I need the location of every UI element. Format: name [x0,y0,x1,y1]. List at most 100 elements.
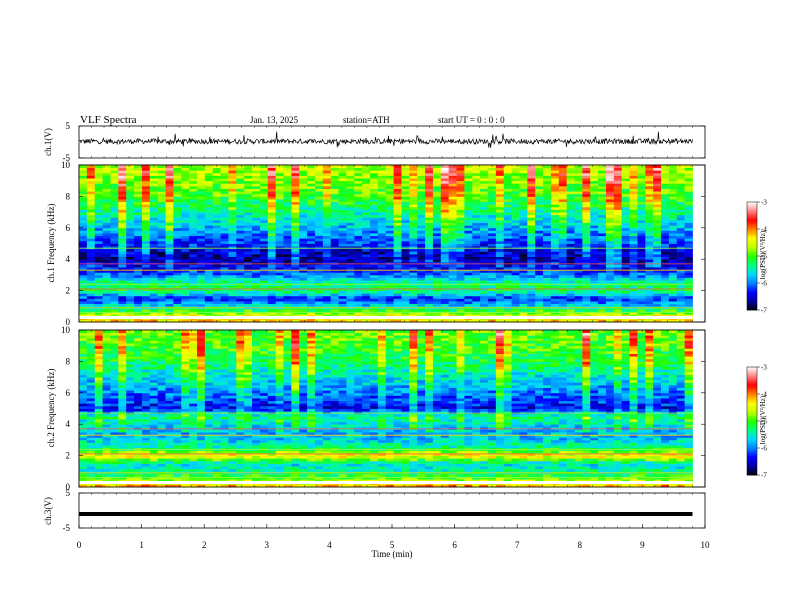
ch1-spectrogram-cell [220,269,229,273]
ch1-spectrogram-cell [196,251,206,255]
ch1-spectrogram-cell [527,308,536,312]
ch1-spectrogram-cell [346,240,355,244]
ch1-spectrogram-cell [645,172,654,176]
ch1-spectrogram-cell [236,319,245,323]
ch1-spectrogram-cell [165,172,174,176]
ch1-spectrogram-cell [385,303,395,307]
ch1-spectrogram-cell [220,285,229,289]
ch1-colorbar-tick-label: -5 [761,253,767,261]
ch1-spectrogram-cell [110,204,119,208]
ch1-spectrogram-cell [629,287,638,291]
ch1-spectrogram-cell [503,225,512,229]
ch1-spectrogram-cell [354,272,363,276]
ch1-spectrogram-cell [134,240,143,244]
ch1-spectrogram-cell [417,172,426,176]
ch1-spectrogram-cell [338,196,347,200]
ch1-spectrogram-cell [299,308,308,312]
ch1-spectrogram-cell [613,170,623,174]
ch1-spectrogram-cell [165,175,174,179]
ch1-spectrogram-cell [550,180,560,184]
ch1-spectrogram-cell [126,243,135,247]
ch1-spectrogram-cell [244,196,253,200]
ch1-spectrogram-cell [307,214,316,218]
ch1-spectrogram-cell [299,227,308,231]
ch1-spectrogram-cell [126,238,135,242]
ch1-spectrogram-cell [79,185,88,189]
ch1-spectrogram-cell [181,243,190,247]
ch1-spectrogram-cell [495,222,505,226]
ch1-spectrogram-cell [629,303,638,307]
ch1-spectrogram-cell [212,230,221,234]
ch1-spectrogram-cell [196,272,206,276]
ch1-spectrogram-cell [401,301,410,305]
ch1-spectrogram-cell [621,230,630,234]
ch1-spectrogram-cell [267,259,277,263]
ch1-spectrogram-cell [574,285,583,289]
ch1-spectrogram-cell [401,165,410,169]
ch1-spectrogram-cell [472,183,481,187]
ch1-spectrogram-cell [527,267,536,271]
ch1-spectrogram-cell [252,293,261,297]
ch1-spectrogram-cell [543,212,552,216]
ch1-spectrogram-cell [189,167,198,171]
ch1-spectrogram-cell [377,248,387,252]
ch1-spectrogram-cell [283,243,292,247]
ch1-spectrogram-cell [503,209,512,213]
ch1-spectrogram-cell [330,206,339,210]
ch1-spectrogram-cell [464,319,473,323]
ch1-spectrogram-cell [338,233,347,237]
ch1-spectrogram-cell [110,272,119,276]
ch1-spectrogram-cell [684,172,693,176]
ch1-spectrogram-cell [385,185,395,189]
ch1-spectrogram-cell [118,303,127,307]
ch1-spectrogram-cell [661,301,670,305]
ch1-spectrogram-cell [204,217,214,221]
ch1-spectrogram-cell [79,212,88,216]
ch1-spectrogram-cell [448,277,457,281]
ch1-spectrogram-cell [157,167,166,171]
ch1-spectrogram-cell [535,301,544,305]
ch1-spectrogram-cell [684,240,693,244]
ch1-spectrogram-cell [590,185,599,189]
ch1-spectrogram-cell [684,165,693,169]
ch1-spectrogram-cell [543,285,552,289]
ch1-spectrogram-cell [511,311,520,315]
ch1-spectrogram-cell [79,196,88,200]
ch1-spectrogram-cell [338,167,347,171]
ch1-spectrogram-cell [244,233,253,237]
ch1-spectrogram-cell [275,180,284,184]
ch1-spectrogram-cell [228,277,237,281]
ch1-spectrogram-cell [385,274,395,278]
ch1-spectrogram-cell [173,246,182,250]
ch1-spectrogram-cell [432,230,442,234]
ch1-spectrogram-cell [126,185,135,189]
ch1-spectrogram-cell [417,175,426,179]
ch1-spectrogram-cell [629,172,638,176]
ch1-spectrogram-cell [118,272,127,276]
ch1-spectrogram-cell [480,165,489,169]
ch1-spectrogram-cell [511,246,520,250]
ch1-spectrogram-cell [149,219,159,223]
ch1-spectrogram-cell [291,298,300,302]
ch1-spectrogram-cell [283,206,292,210]
ch1-spectrogram-cell [307,303,316,307]
ch1-spectrogram-cell [503,201,512,205]
ch1-spectrogram-cell [519,246,528,250]
ch1-spectrogram-cell [354,238,363,242]
ch1-spectrogram-cell [314,256,324,260]
ch1-spectrogram-cell [550,303,560,307]
ch1-spectrogram-cell [621,209,630,213]
ch1-spectrogram-cell [299,204,308,208]
ch1-spectrogram-cell [637,172,646,176]
ch1-spectrogram-cell [527,235,536,239]
ch1-spectrogram-cell [519,272,528,276]
ch1-spectrogram-cell [236,199,245,203]
ch1-spectrogram-cell [346,274,355,278]
ch1-spectrogram-cell [566,209,575,213]
ch1-spectrogram-cell [79,259,88,263]
ch1-spectrogram-cell [543,204,552,208]
ch1-spectrogram-cell [338,261,347,265]
ch1-spectrogram-cell [212,196,221,200]
ch1-colorbar-swatch [747,283,757,286]
ch1-spectrogram-cell [173,314,182,318]
